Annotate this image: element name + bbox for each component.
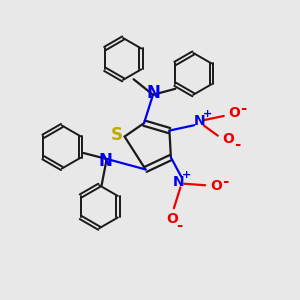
Text: N: N xyxy=(146,84,160,102)
Text: +: + xyxy=(182,170,191,180)
Text: O: O xyxy=(166,212,178,226)
Text: N: N xyxy=(194,114,205,128)
Text: N: N xyxy=(172,175,184,189)
Text: S: S xyxy=(110,126,122,144)
Text: O: O xyxy=(229,106,240,120)
Text: -: - xyxy=(240,101,247,116)
Text: O: O xyxy=(211,179,223,193)
Text: -: - xyxy=(222,174,229,189)
Text: N: N xyxy=(98,152,112,170)
Text: +: + xyxy=(203,109,212,119)
Text: -: - xyxy=(176,218,182,233)
Text: -: - xyxy=(234,136,241,152)
Text: O: O xyxy=(223,132,235,146)
